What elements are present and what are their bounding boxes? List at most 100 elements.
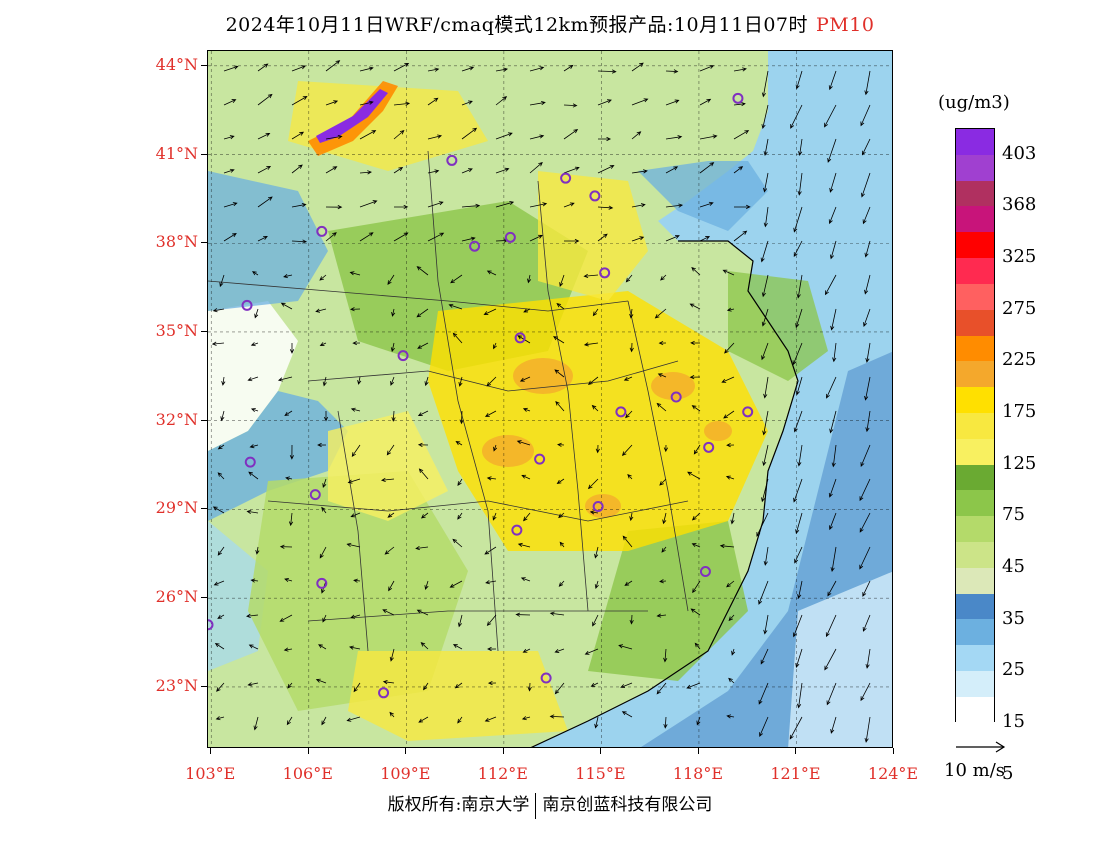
wind-vector <box>623 376 633 381</box>
wind-vector <box>658 340 667 346</box>
legend-swatch <box>956 154 994 181</box>
wind-vector <box>253 716 259 731</box>
wind-vector <box>322 614 327 623</box>
wind-vector <box>486 614 497 627</box>
wind-vector <box>350 512 361 518</box>
legend-swatch <box>956 361 994 388</box>
wind-vector <box>325 166 338 174</box>
pm10-hotspot <box>482 435 534 467</box>
legend-swatch <box>956 593 994 620</box>
legend-swatch <box>956 387 994 413</box>
wind-vector <box>828 478 837 498</box>
lon-tick <box>600 748 602 754</box>
wind-vector <box>595 444 600 454</box>
legend-swatch <box>956 696 994 723</box>
wind-vector <box>483 308 497 315</box>
wind-vector <box>289 342 295 354</box>
pm10-hotspot <box>513 358 573 394</box>
wind-vector <box>553 336 565 344</box>
wind-vector <box>665 234 680 242</box>
city-marker <box>732 92 744 104</box>
wind-vector <box>461 66 475 72</box>
wind-vector <box>583 273 599 279</box>
wind-vector <box>733 67 747 72</box>
wind-vector <box>450 274 463 284</box>
wind-vector <box>563 103 578 108</box>
city-marker <box>699 566 711 578</box>
legend-swatch <box>956 464 994 491</box>
bohai-blue-area <box>638 161 768 231</box>
title-pollutant: PM10 <box>816 14 875 36</box>
wind-vector <box>859 546 871 570</box>
wind-vector <box>382 609 395 616</box>
city-marker <box>534 453 546 465</box>
wind-vector <box>699 236 711 242</box>
wind-vector <box>255 546 260 555</box>
city-marker <box>309 489 321 501</box>
lon-label: 115°E <box>575 764 626 783</box>
legend-swatch <box>956 412 994 439</box>
wind-vector <box>495 132 513 140</box>
wind-vector <box>594 580 599 589</box>
wind-vector <box>763 546 769 566</box>
wind-vector <box>359 100 374 106</box>
wind-vector <box>393 232 409 242</box>
wind-vector <box>416 308 429 318</box>
wind-vector <box>762 410 769 436</box>
wind-vector <box>219 274 225 288</box>
wind-vector <box>283 274 293 279</box>
copyright-text: 版权所有:南京大学 <box>387 795 530 815</box>
wind-reference-label: 10 m/s <box>944 760 1005 781</box>
wind-vector <box>390 376 395 386</box>
wind-vector <box>319 342 327 346</box>
legend-swatch <box>956 206 994 233</box>
wind-vector <box>699 201 714 208</box>
wind-vector <box>346 542 361 548</box>
wind-vector <box>322 376 327 387</box>
wind-vector <box>289 444 295 460</box>
wind-vector <box>424 580 429 590</box>
coastline <box>530 240 799 747</box>
wind-vector <box>416 609 429 616</box>
legend-label: 275 <box>1002 297 1037 319</box>
sea-light-patch <box>788 571 892 747</box>
wind-vector <box>631 203 646 208</box>
wind-vector <box>733 130 750 140</box>
legend-label: 368 <box>1002 194 1037 216</box>
wind-reference-arrow <box>956 741 1006 753</box>
city-marker <box>615 406 627 418</box>
legend-swatch <box>956 438 994 465</box>
wind-vector <box>590 682 599 687</box>
wind-vector <box>212 506 225 514</box>
wind-vector <box>285 476 293 481</box>
wind-vector <box>521 716 531 721</box>
wind-vector <box>656 613 667 618</box>
wind-vector <box>627 473 633 480</box>
title-main: 2024年10月11日WRF/cmaq模式12km预报产品:10月11日07时 <box>225 14 808 36</box>
wind-vector <box>522 648 531 653</box>
wind-vector <box>529 202 548 208</box>
city-marker <box>316 225 328 237</box>
wind-vector <box>828 206 837 225</box>
wind-vector <box>519 376 531 382</box>
wind-vector <box>250 342 259 347</box>
legend-label: 5 <box>1002 762 1014 784</box>
wind-vector <box>325 100 339 106</box>
wind-vector <box>563 64 574 72</box>
legend-label: 225 <box>1002 349 1037 371</box>
city-marker <box>514 332 526 344</box>
wind-vector <box>587 376 599 385</box>
wind-vector <box>583 342 599 347</box>
wind-vector <box>215 716 225 721</box>
wind-vector <box>591 404 599 412</box>
wind-vector <box>286 716 293 726</box>
wind-vector <box>248 644 259 650</box>
lat-label: 23°N <box>155 675 198 695</box>
wind-vector <box>452 332 463 344</box>
wind-vector <box>520 577 531 582</box>
wind-vector <box>733 166 744 174</box>
wind-vector <box>864 376 871 401</box>
wind-vector <box>418 468 429 480</box>
city-marker <box>703 441 715 453</box>
city-marker <box>244 456 256 468</box>
